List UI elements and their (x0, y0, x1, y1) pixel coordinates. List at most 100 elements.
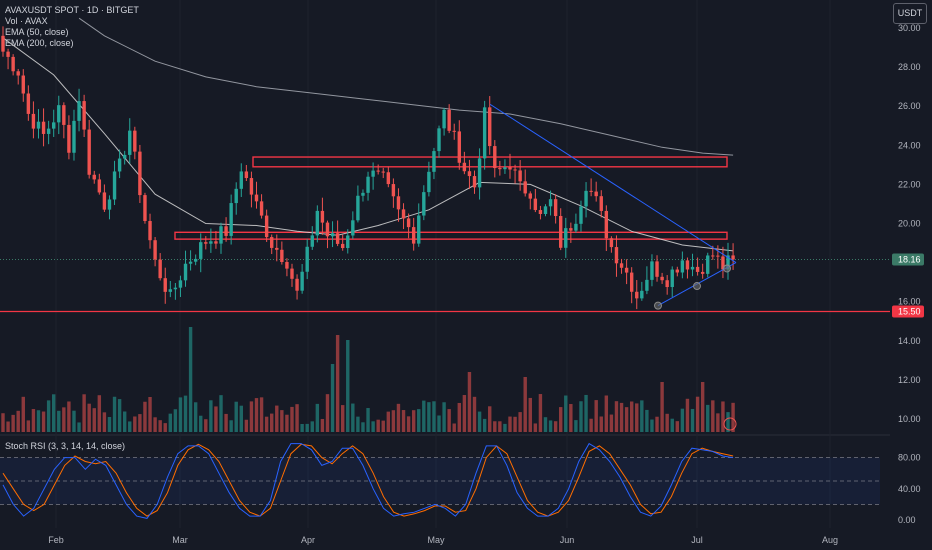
volume-bar (716, 413, 720, 432)
candle-body (128, 130, 132, 155)
triangle-trendlines[interactable] (489, 103, 737, 310)
time-tick-label: May (427, 535, 445, 545)
candle-body (249, 178, 254, 195)
candle-body (57, 105, 61, 123)
candle-body (219, 226, 223, 244)
volume-bar (442, 402, 446, 432)
volume-bar (670, 418, 674, 432)
volume-bar (447, 409, 451, 432)
volume-bar (574, 420, 578, 432)
volume-bar (193, 402, 198, 432)
candle-body (401, 209, 406, 219)
candle-body (229, 203, 233, 236)
currency-button[interactable]: USDT (893, 3, 927, 24)
candle-body (300, 271, 304, 291)
stoch-tick-label: 40.00 (898, 484, 921, 494)
candle-body (285, 261, 289, 269)
volume-bar (325, 394, 330, 432)
alert-icon (723, 417, 737, 431)
candle-body (143, 195, 147, 222)
volume-bar (417, 409, 421, 432)
resistance-zones[interactable] (174, 156, 728, 240)
candle-body (635, 291, 639, 299)
volume-bar (381, 420, 385, 432)
candle-body (163, 278, 167, 292)
time-tick-label: Jun (560, 535, 575, 545)
volume-bar (280, 410, 284, 432)
candle-body (538, 210, 543, 214)
volume-bar (660, 382, 664, 432)
candle-body (199, 242, 203, 259)
candle-body (16, 71, 20, 76)
candle-body (508, 167, 512, 170)
candle-body (422, 192, 426, 216)
ema50-indicator-label[interactable]: EMA (50, close) (5, 27, 69, 37)
price-tick-label: 22.00 (898, 179, 921, 189)
volume-bar (564, 395, 568, 432)
volume-bar (695, 396, 700, 432)
time-axis[interactable]: Feb Mar Apr May Jun Jul Aug (48, 535, 838, 545)
support-line[interactable] (0, 258, 890, 313)
time-tick-label: Jul (691, 535, 703, 545)
candle-body (295, 278, 299, 291)
candle-body (437, 128, 441, 152)
candle-body (721, 256, 725, 270)
candle-body (503, 167, 507, 170)
candle-body (371, 170, 375, 177)
candle-body (244, 171, 249, 179)
grid-lines (0, 434, 890, 436)
volume-bar (224, 413, 228, 432)
candle-body (548, 199, 553, 207)
candle-body (315, 210, 320, 236)
upper-trendline (489, 103, 737, 264)
candle-body (472, 176, 477, 188)
volume-bar (300, 423, 304, 432)
current-price-badge (892, 253, 924, 266)
candle-body (97, 179, 102, 193)
volume-bar (122, 411, 127, 432)
candle-body (406, 218, 411, 228)
volume-bar (77, 422, 81, 432)
volume-bar (609, 414, 614, 432)
volume-bar (614, 401, 619, 432)
price-tick-label: 26.00 (898, 101, 921, 111)
volume-bar (148, 396, 152, 432)
candle-body (87, 129, 91, 175)
volume-bar (143, 401, 147, 432)
volume-bar (366, 408, 370, 432)
volume-bar (700, 382, 705, 432)
volume-indicator-label[interactable]: Vol · AVAX (5, 16, 48, 26)
candle-body (188, 261, 193, 264)
volume-bar (706, 404, 710, 432)
candle-body (564, 228, 568, 248)
price-axis[interactable]: 30.0028.0026.0024.0022.0020.0018.0016.00… (890, 0, 932, 550)
candle-body (214, 241, 218, 244)
volume-bar (117, 399, 122, 432)
volume-bar (508, 416, 512, 432)
volume-bar (559, 407, 563, 432)
volume-bar (361, 422, 365, 432)
volume-bar (528, 397, 532, 432)
candle-body (660, 276, 664, 281)
symbol-title[interactable]: AVAXUSDT SPOT · 1D · BITGET (5, 5, 139, 15)
volume-bar (335, 335, 340, 432)
candle-body (518, 170, 522, 182)
volume-bar (21, 396, 25, 432)
stoch-rsi-label[interactable]: Stoch RSI (3, 3, 14, 14, close) (5, 441, 126, 451)
volume-bar (92, 408, 96, 432)
candle-body (574, 223, 578, 231)
price-tick-label: 20.00 (898, 219, 921, 229)
volume-bar (133, 416, 137, 432)
candle-body (82, 101, 86, 130)
volume-bar (315, 403, 320, 432)
ema200-indicator-label[interactable]: EMA (200, close) (5, 38, 74, 48)
volume-bar (173, 409, 178, 432)
volume-bar (26, 420, 31, 432)
candle-body (477, 158, 482, 188)
candle-body (711, 255, 715, 257)
current-price-label: 18.16 (898, 254, 921, 264)
candle-body (523, 181, 527, 194)
volume-bar (209, 400, 213, 432)
candle-body (340, 243, 345, 249)
